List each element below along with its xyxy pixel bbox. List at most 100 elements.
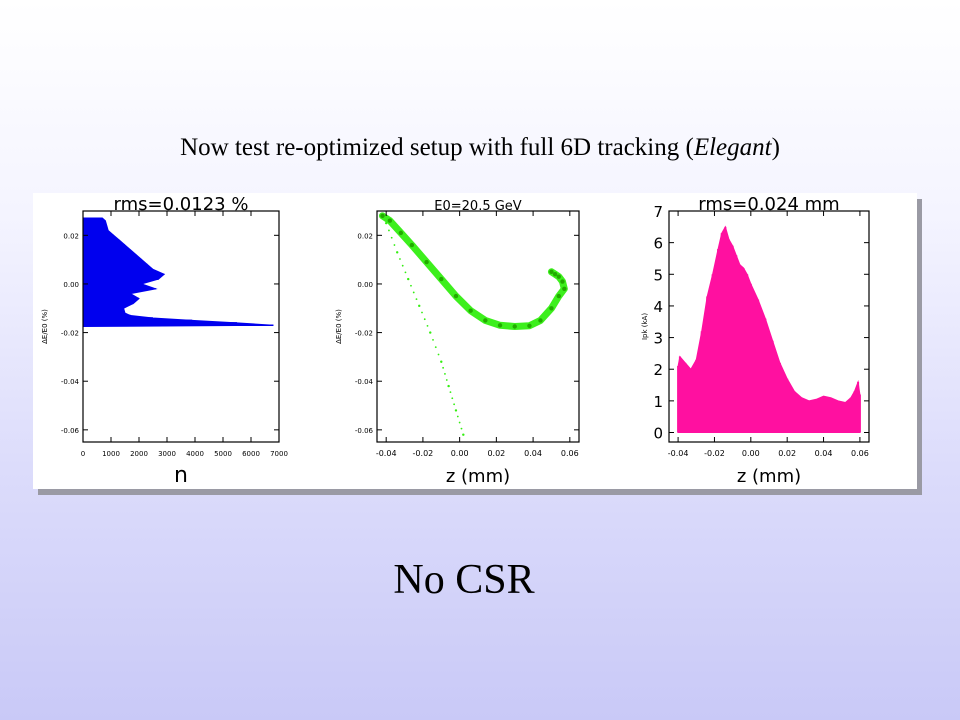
- plots-svg: 0 1000 2000 3000 4000 5000 6000 7000 0.02 0.00 -0.…: [41, 194, 870, 488]
- y-axis-label: Ipk (kA): [641, 313, 649, 340]
- slide-title-italic: Elegant: [693, 134, 772, 161]
- phase-space-tail-point: [410, 284, 412, 287]
- phase-space-tail-point: [447, 384, 450, 388]
- y-tick-label: -0.06: [61, 427, 80, 435]
- phase-space-tail-point: [388, 229, 390, 232]
- phase-space-point: [549, 306, 554, 311]
- y-axis-label: ΔE/E0 (%): [335, 309, 343, 344]
- phase-space-point: [556, 293, 561, 299]
- x-tick-label: 2000: [130, 450, 148, 458]
- phase-space-tail-point: [462, 433, 465, 436]
- phase-space-point: [552, 272, 558, 277]
- y-tick-label: 0.00: [357, 281, 373, 289]
- y-tick-label: 5: [653, 266, 663, 284]
- x-tick-label: 1000: [102, 450, 120, 458]
- phase-space-tail-point: [412, 291, 415, 294]
- phase-space-tail-point: [423, 318, 426, 321]
- phase-space-point: [512, 324, 517, 329]
- phase-space-tail-point: [454, 409, 458, 412]
- x-tick-label: 0.02: [778, 449, 796, 458]
- x-tick-label: -0.02: [704, 449, 725, 458]
- plot-frame: [376, 210, 580, 443]
- y-tick-label: 2: [653, 361, 663, 379]
- phase-space-tail-point: [444, 373, 446, 375]
- y-tick-label: 0.02: [63, 232, 79, 240]
- phase-space-point: [562, 286, 567, 292]
- phase-space-point: [556, 274, 561, 279]
- slide-title-suffix: ): [771, 134, 780, 161]
- x-tick-label: 0.00: [742, 449, 760, 458]
- phase-space-tail-point: [415, 298, 418, 301]
- phase-space-tail-point: [401, 264, 404, 267]
- phase-space-point: [538, 318, 543, 323]
- phase-space-point: [453, 293, 459, 299]
- phase-space-tail-point: [399, 258, 401, 260]
- phase-space-point: [409, 242, 415, 248]
- phase-space-point: [549, 269, 554, 274]
- phase-space-tail-point: [421, 311, 423, 314]
- phase-space-tail-point: [432, 338, 434, 341]
- x-axis-label: z (mm): [737, 466, 801, 487]
- phase-space-point: [424, 259, 429, 265]
- y-tick-label: 0.00: [63, 281, 79, 289]
- x-axis-label: n: [174, 463, 188, 488]
- x-tick-label: -0.04: [668, 449, 689, 458]
- phase-space-point: [527, 323, 532, 328]
- figure-panel: 0 1000 2000 3000 4000 5000 6000 7000 0.02 0.00 -0.…: [33, 193, 917, 489]
- phase-space-tail-point: [449, 391, 452, 394]
- slide-caption: No CSR: [393, 557, 535, 603]
- phase-space-point: [468, 308, 473, 313]
- phase-space-point: [387, 218, 393, 223]
- current-profile-area: [677, 225, 861, 434]
- x-axis-label: z (mm): [446, 466, 510, 487]
- phase-space-tail-point: [460, 427, 463, 430]
- x-tick-label: 0.00: [451, 449, 469, 458]
- y-tick-label: -0.06: [355, 427, 374, 435]
- plot-frame: [668, 210, 870, 443]
- phase-space-point: [560, 279, 565, 284]
- x-tick-label: 4000: [186, 450, 204, 458]
- phase-space-tail-point: [456, 415, 459, 418]
- y-tick-label: 1: [653, 393, 663, 411]
- x-tick-label: 0.06: [851, 449, 869, 458]
- x-tick-label: 0.04: [524, 449, 542, 458]
- y-tick-label: 7: [653, 203, 663, 221]
- y-tick-label: -0.02: [61, 330, 79, 338]
- y-tick-label: 6: [653, 235, 663, 253]
- phase-space-tail-point: [404, 271, 407, 274]
- phase-space-tail-point: [453, 403, 456, 406]
- x-tick-label: -0.04: [376, 449, 397, 458]
- phase-space-point: [483, 318, 488, 323]
- x-tick-label: 3000: [158, 450, 176, 458]
- phase-space-tail-point: [442, 366, 445, 369]
- y-tick-label: -0.02: [355, 330, 373, 338]
- plot-title: rms=0.024 mm: [698, 194, 839, 215]
- slide-title: Now test re-optimized setup with full 6D…: [0, 134, 960, 162]
- x-tick-label: 6000: [242, 450, 260, 458]
- y-tick-label: 0: [653, 425, 663, 443]
- phase-space-tail-point: [440, 360, 443, 363]
- phase-space-tail-point: [426, 324, 429, 327]
- plot-title: rms=0.0123 %: [114, 194, 249, 215]
- phase-space-point: [380, 213, 385, 219]
- phase-space-tail-point: [434, 346, 437, 349]
- phase-space-point: [439, 276, 444, 282]
- phase-space-tail-point: [407, 277, 410, 281]
- x-tick-label: 0: [81, 450, 85, 458]
- y-tick-label: 0.02: [357, 232, 373, 240]
- phase-space-tail-point: [396, 251, 399, 254]
- y-axis-label: ΔE/E0 (%): [41, 309, 49, 344]
- phase-space-point: [398, 230, 404, 236]
- phase-space-tail-point: [418, 304, 421, 308]
- x-tick-label: 5000: [214, 450, 232, 458]
- energy-histogram-area: [82, 217, 274, 328]
- y-tick-label: 3: [653, 330, 663, 348]
- y-tick-label: -0.04: [355, 378, 374, 386]
- phase-space-tail-point: [437, 353, 440, 356]
- phase-space-tail-point: [384, 221, 388, 225]
- phase-space-band: [379, 212, 568, 330]
- slide-title-text: Now test re-optimized setup with full 6D…: [180, 134, 694, 161]
- plot-title: E0=20.5 GeV: [434, 199, 522, 214]
- y-tick-label: -0.04: [61, 378, 80, 386]
- phase-space-point: [497, 323, 503, 328]
